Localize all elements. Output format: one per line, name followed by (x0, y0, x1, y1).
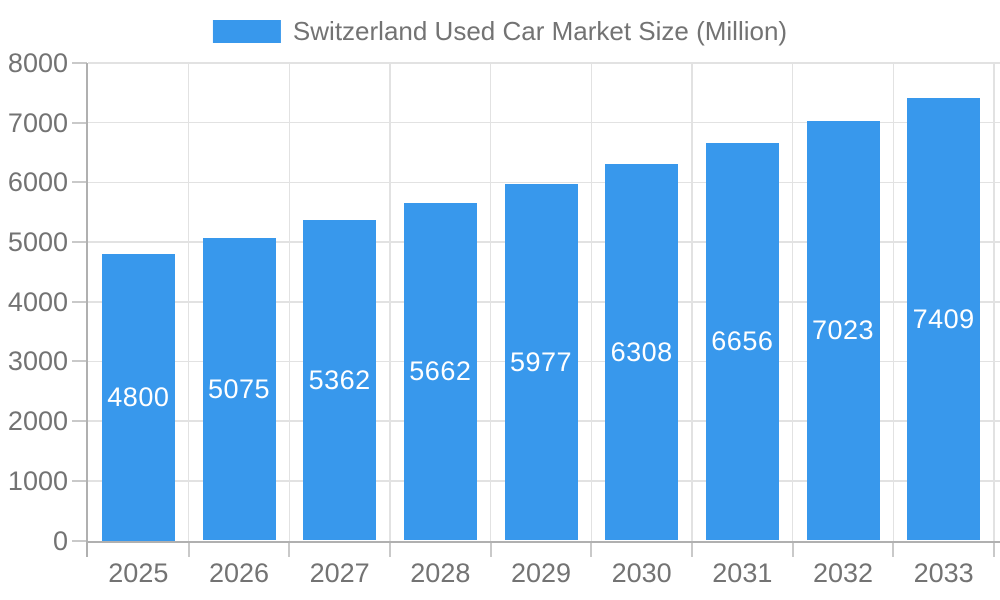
x-gridline (288, 63, 291, 541)
x-gridline (489, 63, 492, 541)
bar: 6308 (605, 163, 679, 541)
y-axis-tick-label: 7000 (7, 107, 68, 138)
x-axis-tick-label: 2026 (208, 558, 270, 588)
x-tick (691, 540, 693, 557)
x-tick (389, 540, 391, 557)
y-tick (72, 420, 87, 423)
y-tick (72, 539, 87, 542)
x-tick (590, 540, 593, 557)
y-tick (72, 62, 87, 64)
x-axis-tick-label: 2029 (510, 558, 572, 588)
x-gridline (590, 63, 593, 541)
x-axis-tick-label: 2028 (410, 558, 471, 588)
legend-label: Switzerland Used Car Market Size (Millio… (292, 16, 788, 46)
bar: 6656 (705, 143, 779, 541)
x-gridline (993, 63, 995, 541)
y-axis-tick-label: 4000 (7, 286, 68, 317)
bar: 7409 (907, 98, 981, 541)
legend-swatch-icon (212, 20, 281, 43)
y-tick (72, 360, 87, 363)
y-tick (72, 241, 87, 244)
x-axis-tick-label: 2025 (108, 558, 169, 588)
bar-value-label: 6656 (711, 326, 774, 357)
y-axis-tick-label: 0 (52, 525, 68, 556)
bar-value-label: 5075 (207, 373, 271, 404)
x-tick (993, 540, 995, 557)
y-axis-tick-label: 1000 (7, 465, 68, 496)
bar: 7023 (806, 121, 880, 541)
bar-value-label: 5662 (409, 356, 472, 387)
bar-value-label: 5362 (308, 364, 371, 395)
x-tick (288, 540, 291, 557)
y-gridline (88, 181, 1000, 184)
bar: 5662 (403, 202, 477, 541)
bar-value-label: 6308 (610, 336, 673, 367)
y-gridline (88, 121, 1000, 124)
bar: 5075 (202, 237, 276, 541)
y-axis-tick-label: 2000 (7, 406, 68, 437)
x-gridline (389, 63, 391, 541)
bar-value-label: 5977 (509, 346, 573, 377)
x-tick (187, 540, 190, 557)
y-tick (72, 300, 87, 303)
bar-value-label: 4800 (107, 381, 170, 412)
x-axis-tick-label: 2033 (913, 558, 974, 588)
x-gridline (691, 63, 693, 541)
bar: 5362 (303, 220, 377, 541)
x-axis-tick-label: 2030 (611, 558, 672, 588)
y-tick (72, 479, 87, 482)
x-gridline (892, 63, 895, 541)
x-tick (791, 540, 794, 557)
y-axis-line (85, 63, 88, 557)
y-gridline (88, 62, 1000, 64)
x-axis-line (85, 540, 1000, 543)
x-tick (892, 540, 895, 557)
x-axis-tick-label: 2027 (309, 558, 370, 588)
bar: 4800 (101, 254, 175, 541)
x-axis-tick-label: 2031 (712, 558, 773, 588)
y-axis-tick-label: 3000 (7, 346, 68, 377)
x-axis-tick-label: 2032 (812, 558, 874, 588)
y-tick (72, 121, 87, 124)
y-axis-tick-label: 5000 (7, 227, 68, 258)
x-gridline (791, 63, 794, 541)
bar: 5977 (504, 183, 578, 541)
y-axis-tick-label: 6000 (7, 167, 68, 198)
bar-value-label: 7409 (912, 303, 975, 334)
bar-value-label: 7023 (811, 315, 875, 346)
y-axis-tick-label: 8000 (7, 48, 68, 78)
x-tick (489, 540, 492, 557)
y-tick (72, 181, 87, 184)
legend[interactable]: Switzerland Used Car Market Size (Millio… (212, 16, 788, 47)
x-gridline (187, 63, 190, 541)
